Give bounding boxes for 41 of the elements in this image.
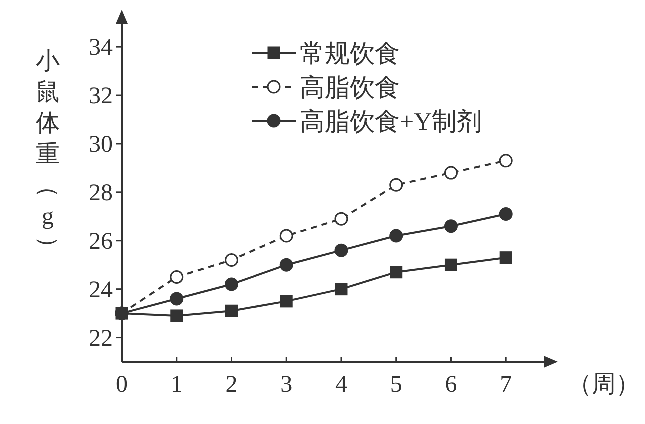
point	[280, 295, 293, 308]
point	[334, 244, 348, 258]
point	[170, 292, 184, 306]
x-tick-label: 5	[390, 372, 402, 398]
x-tick-label: 7	[500, 372, 512, 398]
point	[280, 229, 294, 243]
point	[225, 304, 238, 318]
x-tick-label: 4	[335, 372, 348, 398]
y-tick-label: 26	[89, 228, 113, 255]
point	[499, 207, 513, 221]
point	[334, 212, 348, 226]
y-axis-title: 小鼠体重（g）	[35, 49, 61, 260]
x-tick-label: 2	[226, 372, 238, 398]
point	[170, 310, 184, 322]
legend-label: 常规饮食	[300, 41, 400, 68]
y-tick-label: 28	[89, 180, 113, 206]
point	[170, 270, 184, 284]
x-tick-label: 0	[116, 372, 128, 398]
point	[224, 278, 238, 292]
point	[444, 166, 458, 180]
legend-label: 高脂饮食	[300, 74, 400, 102]
point	[444, 258, 458, 272]
point	[390, 266, 403, 279]
x-tick-label: 1	[170, 372, 183, 398]
point	[390, 229, 404, 243]
point	[224, 254, 238, 268]
point	[335, 283, 348, 296]
x-axis-title: （周）	[568, 372, 640, 398]
y-tick-label: 30	[89, 132, 113, 158]
point	[499, 154, 513, 168]
y-tick-label: 32	[89, 84, 113, 110]
point	[444, 220, 458, 234]
point	[500, 252, 512, 264]
legend-label: 高脂饮食+Y制剂	[300, 108, 482, 136]
point	[390, 178, 404, 192]
x-tick-label: 6	[445, 372, 458, 398]
y-tick-label: 22	[89, 326, 113, 352]
y-tick-label: 34	[89, 35, 113, 62]
y-tick-label: 24	[89, 277, 113, 304]
point	[280, 258, 294, 272]
x-tick-label: 3	[280, 372, 293, 398]
